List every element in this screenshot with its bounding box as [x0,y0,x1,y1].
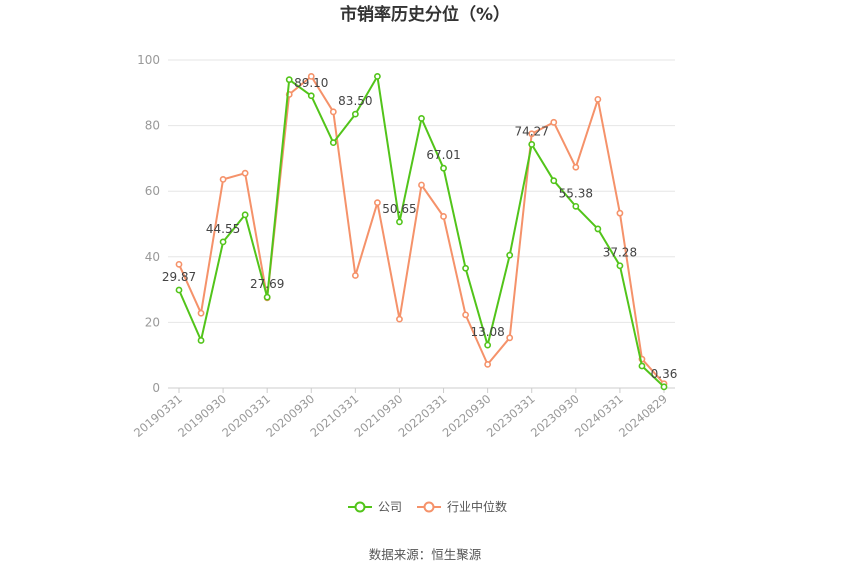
y-tick-label: 60 [145,184,160,198]
chart-title: 市销率历史分位（%） [340,4,510,25]
data-point [462,311,469,319]
data-point [374,73,381,80]
data-point [175,260,183,268]
data-point [219,175,227,183]
data-point [440,213,447,220]
data-point [506,334,514,342]
data-point [594,225,602,233]
legend-item-industry[interactable]: 行业中位数 [417,499,507,514]
data-label: 27.69 [250,277,284,291]
data-point [329,108,337,116]
data-label: 44.55 [206,222,240,236]
data-point [351,110,359,118]
data-label: 37.28 [603,246,637,260]
data-point [197,309,205,317]
legend[interactable]: 公司 行业中位数 [348,499,507,514]
y-tick-label: 20 [145,315,160,329]
data-point [263,293,271,301]
data-point [197,337,205,344]
data-label: 0.36 [651,367,678,381]
data-point [175,286,183,294]
data-point [616,209,624,217]
legend-item-company[interactable]: 公司 [348,500,402,514]
series-group [175,73,668,391]
data-point [418,181,425,189]
x-axis: 2019033120190930202003312020093020210331… [131,388,670,440]
data-point [462,264,469,272]
data-point [550,118,558,126]
data-label: 29.87 [162,270,196,284]
grid [168,59,675,389]
y-axis: 0 20 40 60 80 100 [137,53,160,395]
data-point [396,218,403,226]
x-tick-label: 20240829 [616,392,670,440]
y-tick-label: 80 [145,119,160,133]
data-point [572,202,580,210]
data-label: 50.65 [382,202,416,216]
data-point [241,211,249,219]
y-tick-label: 40 [145,250,160,264]
data-point [374,199,381,207]
data-point [506,251,514,259]
data-point [528,140,536,148]
data-label: 67.01 [426,148,460,162]
data-point [484,341,492,349]
data-point [594,95,602,103]
data-point [484,360,492,368]
data-label: 13.08 [470,325,504,339]
data-point [241,169,249,177]
data-source: 数据来源：恒生聚源 [369,547,482,562]
data-point [418,114,425,122]
data-point [219,238,227,246]
data-point [329,139,337,147]
data-point [638,362,646,370]
data-point [616,262,624,270]
data-point [528,130,536,138]
data-label: 55.38 [559,186,593,200]
data-point [351,272,359,279]
y-tick-label: 0 [152,381,160,395]
data-point [660,383,668,391]
data-point [440,164,447,172]
legend-label: 公司 [378,500,402,514]
data-point [307,92,315,100]
data-point [572,163,580,171]
data-label: 83.50 [338,94,372,108]
data-label: 74.27 [515,124,549,138]
data-label: 89.10 [294,76,328,90]
data-labels: 29.87 44.55 27.69 89.10 83.50 50.65 67.01 13.08… [162,76,678,381]
legend-marker [423,501,435,513]
data-point [307,73,315,80]
legend-marker [354,501,366,513]
legend-label: 行业中位数 [447,499,507,514]
y-tick-label: 100 [137,53,160,67]
data-point [285,76,293,84]
data-point [396,315,403,323]
data-point [550,177,558,185]
